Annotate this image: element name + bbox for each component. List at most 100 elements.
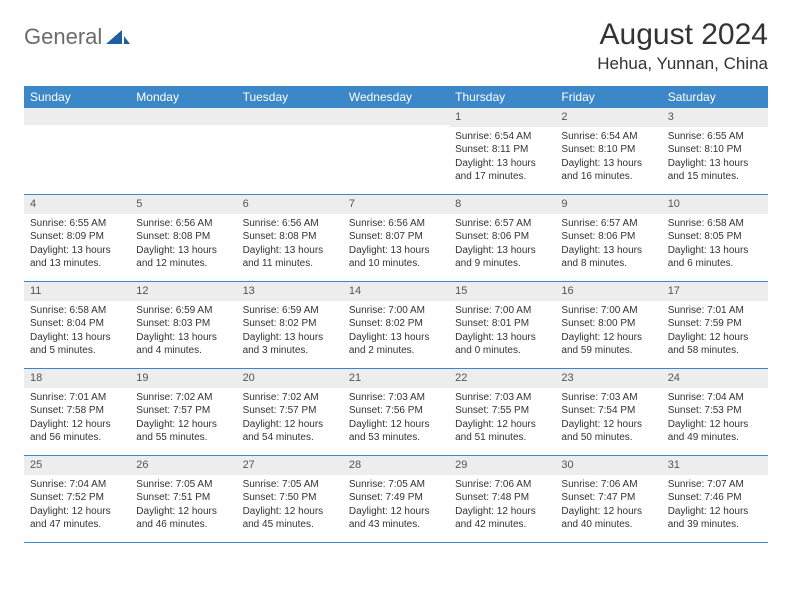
day-cell: 12Sunrise: 6:59 AMSunset: 8:03 PMDayligh… bbox=[130, 282, 236, 368]
day-cell: 1 Sunrise: 6:54 AMSunset: 8:11 PMDaylight… bbox=[449, 108, 555, 194]
day-number: 1 bbox=[449, 108, 555, 127]
weekday-header: Thursday bbox=[449, 86, 555, 108]
day-cell: 23Sunrise: 7:03 AMSunset: 7:54 PMDayligh… bbox=[555, 369, 661, 455]
week-row: 4Sunrise: 6:55 AMSunset: 8:09 PMDaylight… bbox=[24, 195, 768, 282]
day-cell: 27Sunrise: 7:05 AMSunset: 7:50 PMDayligh… bbox=[237, 456, 343, 542]
day-cell: 8Sunrise: 6:57 AMSunset: 8:06 PMDaylight… bbox=[449, 195, 555, 281]
daylight-text: Daylight: 12 hours and 49 minutes. bbox=[668, 418, 762, 445]
day-cell: 21Sunrise: 7:03 AMSunset: 7:56 PMDayligh… bbox=[343, 369, 449, 455]
sunset-text: Sunset: 7:54 PM bbox=[561, 404, 655, 418]
daylight-text: Daylight: 12 hours and 50 minutes. bbox=[561, 418, 655, 445]
daylight-text: Daylight: 12 hours and 47 minutes. bbox=[30, 505, 124, 532]
sunrise-text: Sunrise: 7:05 AM bbox=[349, 478, 443, 492]
day-number: 29 bbox=[449, 456, 555, 475]
day-cell: 10Sunrise: 6:58 AMSunset: 8:05 PMDayligh… bbox=[662, 195, 768, 281]
day-content: Sunrise: 7:05 AMSunset: 7:49 PMDaylight:… bbox=[343, 475, 449, 538]
day-content: Sunrise: 6:59 AMSunset: 8:02 PMDaylight:… bbox=[237, 301, 343, 364]
day-cell: 30Sunrise: 7:06 AMSunset: 7:47 PMDayligh… bbox=[555, 456, 661, 542]
day-content: Sunrise: 6:56 AMSunset: 8:08 PMDaylight:… bbox=[130, 214, 236, 277]
day-cell: 7Sunrise: 6:56 AMSunset: 8:07 PMDaylight… bbox=[343, 195, 449, 281]
weekday-header: Saturday bbox=[662, 86, 768, 108]
sunset-text: Sunset: 8:08 PM bbox=[243, 230, 337, 244]
sunrise-text: Sunrise: 7:03 AM bbox=[561, 391, 655, 405]
day-number: 17 bbox=[662, 282, 768, 301]
sunset-text: Sunset: 7:57 PM bbox=[243, 404, 337, 418]
day-content: Sunrise: 7:06 AMSunset: 7:47 PMDaylight:… bbox=[555, 475, 661, 538]
sunrise-text: Sunrise: 7:01 AM bbox=[30, 391, 124, 405]
sunset-text: Sunset: 8:10 PM bbox=[668, 143, 762, 157]
daylight-text: Daylight: 12 hours and 45 minutes. bbox=[243, 505, 337, 532]
day-number: 25 bbox=[24, 456, 130, 475]
sunset-text: Sunset: 8:06 PM bbox=[561, 230, 655, 244]
sunrise-text: Sunrise: 7:05 AM bbox=[243, 478, 337, 492]
sunset-text: Sunset: 8:02 PM bbox=[349, 317, 443, 331]
day-cell: 24Sunrise: 7:04 AMSunset: 7:53 PMDayligh… bbox=[662, 369, 768, 455]
daylight-text: Daylight: 13 hours and 3 minutes. bbox=[243, 331, 337, 358]
daylight-text: Daylight: 13 hours and 13 minutes. bbox=[30, 244, 124, 271]
daylight-text: Daylight: 13 hours and 4 minutes. bbox=[136, 331, 230, 358]
day-number: 30 bbox=[555, 456, 661, 475]
location: Hehua, Yunnan, China bbox=[597, 54, 768, 74]
day-number: 12 bbox=[130, 282, 236, 301]
day-number: 16 bbox=[555, 282, 661, 301]
day-number: 2 bbox=[555, 108, 661, 127]
day-content: Sunrise: 6:55 AMSunset: 8:09 PMDaylight:… bbox=[24, 214, 130, 277]
weekday-header: Monday bbox=[130, 86, 236, 108]
day-cell: 9Sunrise: 6:57 AMSunset: 8:06 PMDaylight… bbox=[555, 195, 661, 281]
sunrise-text: Sunrise: 6:58 AM bbox=[668, 217, 762, 231]
sunset-text: Sunset: 7:56 PM bbox=[349, 404, 443, 418]
sunrise-text: Sunrise: 6:54 AM bbox=[455, 130, 549, 144]
day-number: 14 bbox=[343, 282, 449, 301]
day-number: 9 bbox=[555, 195, 661, 214]
day-number: 20 bbox=[237, 369, 343, 388]
day-cell: 18Sunrise: 7:01 AMSunset: 7:58 PMDayligh… bbox=[24, 369, 130, 455]
day-number: 19 bbox=[130, 369, 236, 388]
sunset-text: Sunset: 8:04 PM bbox=[30, 317, 124, 331]
day-number: 18 bbox=[24, 369, 130, 388]
sunrise-text: Sunrise: 6:59 AM bbox=[136, 304, 230, 318]
sunrise-text: Sunrise: 7:00 AM bbox=[561, 304, 655, 318]
sunrise-text: Sunrise: 7:06 AM bbox=[455, 478, 549, 492]
day-content: Sunrise: 6:58 AMSunset: 8:04 PMDaylight:… bbox=[24, 301, 130, 364]
day-cell: 26Sunrise: 7:05 AMSunset: 7:51 PMDayligh… bbox=[130, 456, 236, 542]
day-cell: 6Sunrise: 6:56 AMSunset: 8:08 PMDaylight… bbox=[237, 195, 343, 281]
day-number bbox=[237, 108, 343, 125]
day-content: Sunrise: 7:01 AMSunset: 7:59 PMDaylight:… bbox=[662, 301, 768, 364]
logo: General Blue bbox=[24, 18, 134, 50]
sunrise-text: Sunrise: 6:55 AM bbox=[668, 130, 762, 144]
daylight-text: Daylight: 12 hours and 42 minutes. bbox=[455, 505, 549, 532]
daylight-text: Daylight: 13 hours and 17 minutes. bbox=[455, 157, 549, 184]
day-content: Sunrise: 7:05 AMSunset: 7:50 PMDaylight:… bbox=[237, 475, 343, 538]
day-cell: 17Sunrise: 7:01 AMSunset: 7:59 PMDayligh… bbox=[662, 282, 768, 368]
day-number bbox=[24, 108, 130, 125]
day-number: 27 bbox=[237, 456, 343, 475]
day-cell: 14Sunrise: 7:00 AMSunset: 8:02 PMDayligh… bbox=[343, 282, 449, 368]
day-number: 8 bbox=[449, 195, 555, 214]
day-cell: 29Sunrise: 7:06 AMSunset: 7:48 PMDayligh… bbox=[449, 456, 555, 542]
sunset-text: Sunset: 7:53 PM bbox=[668, 404, 762, 418]
sunset-text: Sunset: 7:51 PM bbox=[136, 491, 230, 505]
day-content: Sunrise: 7:03 AMSunset: 7:54 PMDaylight:… bbox=[555, 388, 661, 451]
logo-sail-icon bbox=[104, 28, 132, 46]
sunrise-text: Sunrise: 6:55 AM bbox=[30, 217, 124, 231]
day-number bbox=[130, 108, 236, 125]
day-cell: 15Sunrise: 7:00 AMSunset: 8:01 PMDayligh… bbox=[449, 282, 555, 368]
day-content: Sunrise: 7:02 AMSunset: 7:57 PMDaylight:… bbox=[130, 388, 236, 451]
day-content: Sunrise: 6:55 AMSunset: 8:10 PMDaylight:… bbox=[662, 127, 768, 190]
daylight-text: Daylight: 12 hours and 55 minutes. bbox=[136, 418, 230, 445]
week-row: 1 Sunrise: 6:54 AMSunset: 8:11 PMDaylight… bbox=[24, 108, 768, 195]
sunset-text: Sunset: 7:55 PM bbox=[455, 404, 549, 418]
daylight-text: Daylight: 12 hours and 56 minutes. bbox=[30, 418, 124, 445]
sunset-text: Sunset: 8:11 PM bbox=[455, 143, 549, 157]
week-row: 25Sunrise: 7:04 AMSunset: 7:52 PMDayligh… bbox=[24, 456, 768, 543]
sunset-text: Sunset: 8:00 PM bbox=[561, 317, 655, 331]
sunrise-text: Sunrise: 6:58 AM bbox=[30, 304, 124, 318]
sunset-text: Sunset: 8:10 PM bbox=[561, 143, 655, 157]
day-cell bbox=[237, 108, 343, 194]
day-number: 22 bbox=[449, 369, 555, 388]
sunrise-text: Sunrise: 6:56 AM bbox=[136, 217, 230, 231]
sunset-text: Sunset: 7:47 PM bbox=[561, 491, 655, 505]
day-cell: 4Sunrise: 6:55 AMSunset: 8:09 PMDaylight… bbox=[24, 195, 130, 281]
sunrise-text: Sunrise: 7:03 AM bbox=[349, 391, 443, 405]
weekday-header: Friday bbox=[555, 86, 661, 108]
